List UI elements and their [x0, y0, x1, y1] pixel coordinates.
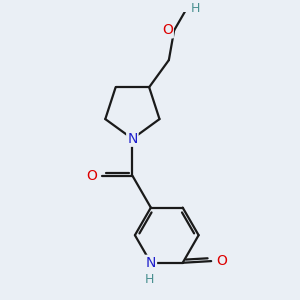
Text: N: N [127, 132, 138, 146]
Text: O: O [216, 254, 227, 268]
Text: H: H [190, 2, 200, 15]
Text: N: N [146, 256, 156, 270]
Text: O: O [87, 169, 98, 183]
Text: O: O [162, 23, 173, 38]
Text: H: H [145, 273, 154, 286]
